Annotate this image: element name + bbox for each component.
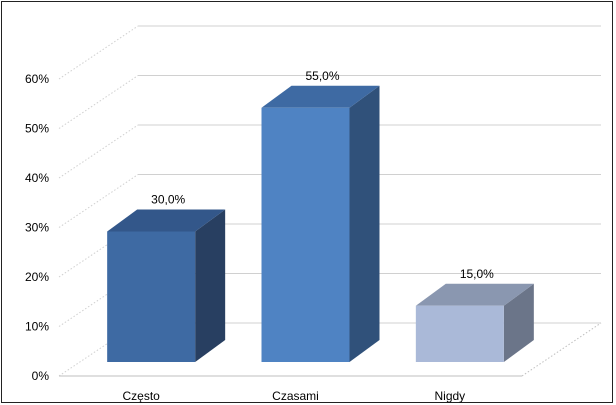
bar-front [261, 107, 350, 362]
category-label: Często [122, 389, 160, 403]
bar [261, 85, 380, 362]
category-label: Nigdy [434, 389, 465, 403]
bar-front [415, 305, 504, 362]
bar-top [107, 209, 226, 232]
bar-side [195, 209, 226, 362]
category-label: Czasami [272, 389, 319, 403]
bar-side [503, 283, 534, 362]
gridline-depth [58, 25, 139, 80]
data-label: 15,0% [460, 267, 494, 281]
bar-side [349, 85, 380, 362]
bar-front [107, 231, 196, 362]
gridline-depth [58, 124, 139, 179]
bar-top [415, 283, 534, 306]
bar-top [261, 85, 380, 108]
floor-right-edge [521, 322, 602, 377]
y-tick-label: 0% [32, 369, 50, 383]
labels-layer: 0% 10% 20% 30% 40% 50% 60% 30,0% Często 55,0% Czas… [25, 69, 494, 403]
bar [415, 283, 534, 362]
gridline-depth [58, 75, 139, 129]
bars-layer [107, 85, 534, 362]
y-tick-label: 60% [25, 72, 49, 86]
y-tick-label: 30% [25, 221, 49, 235]
y-tick-label: 40% [25, 171, 49, 185]
y-tick-label: 50% [25, 122, 49, 136]
data-label: 30,0% [151, 193, 185, 207]
data-label: 55,0% [305, 69, 339, 83]
y-tick-label: 20% [25, 270, 49, 284]
y-tick-label: 10% [25, 320, 49, 334]
bar [107, 209, 226, 362]
